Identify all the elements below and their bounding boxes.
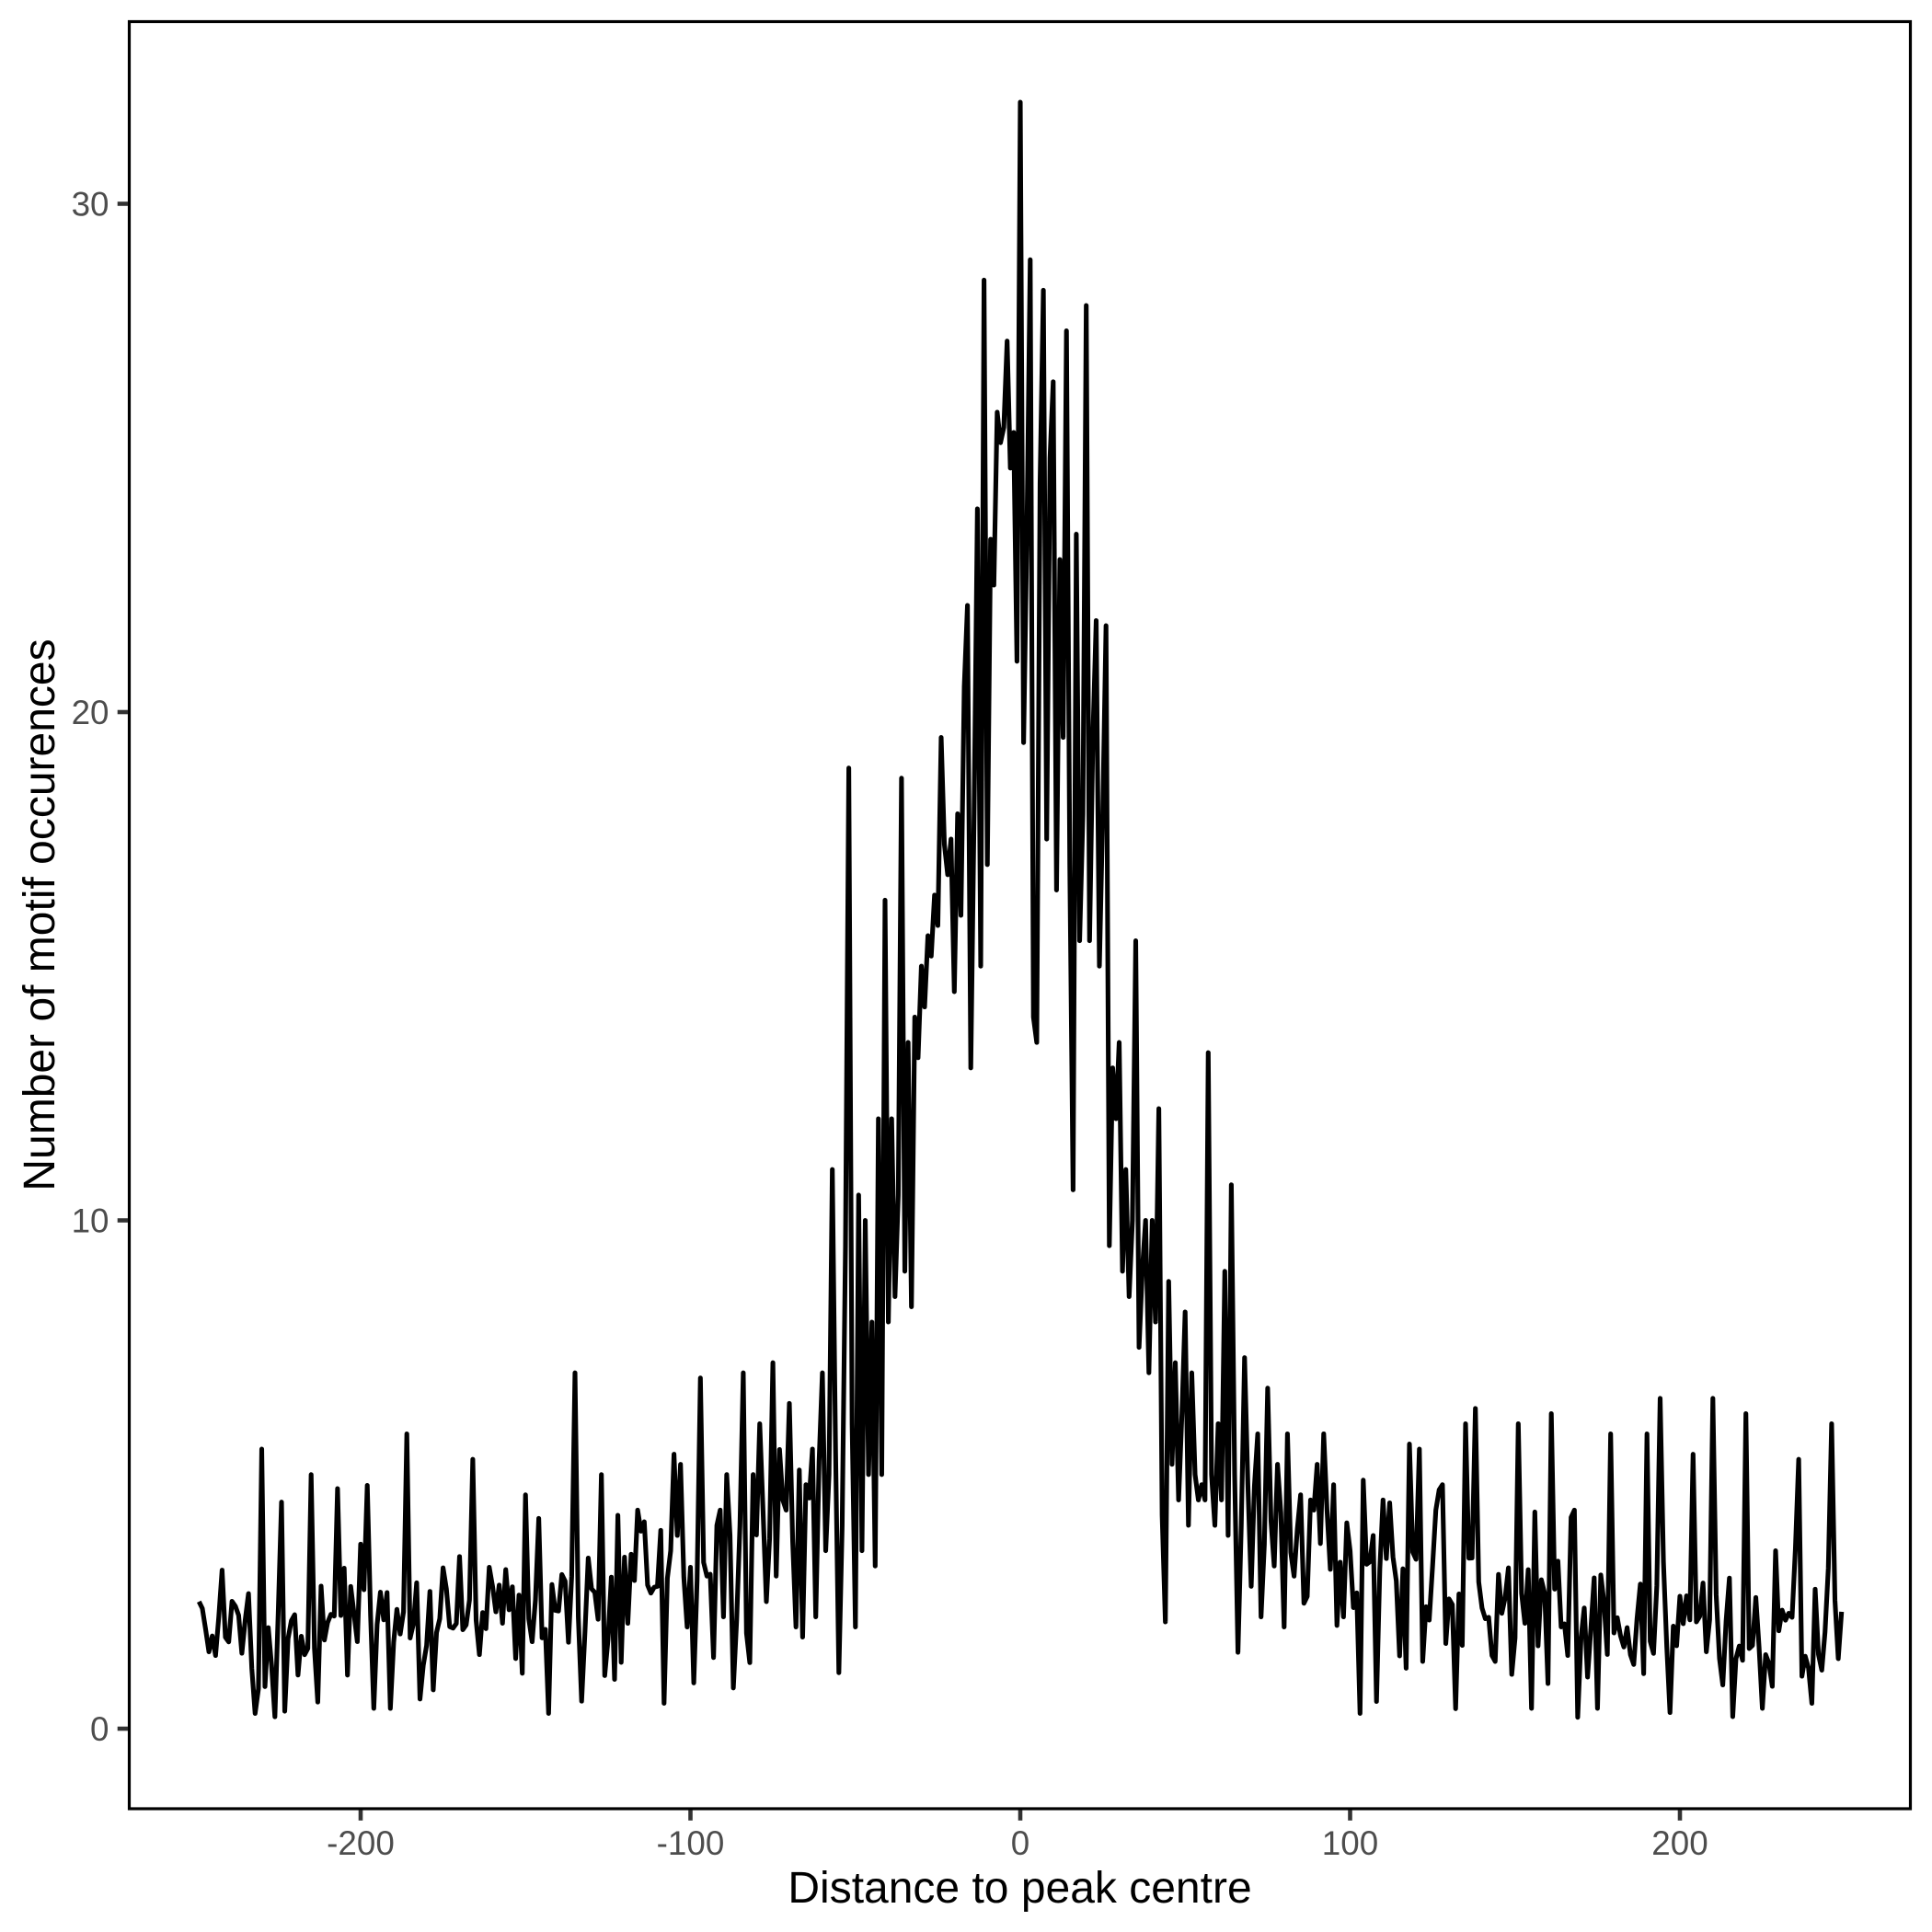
svg-text:20: 20	[72, 694, 109, 731]
svg-text:30: 30	[72, 186, 109, 224]
svg-text:0: 0	[1011, 1824, 1029, 1862]
svg-text:Distance to peak centre: Distance to peak centre	[788, 1864, 1251, 1913]
svg-text:100: 100	[1322, 1824, 1378, 1862]
svg-text:-100: -100	[657, 1824, 725, 1862]
svg-text:200: 200	[1651, 1824, 1708, 1862]
svg-text:10: 10	[72, 1202, 109, 1240]
svg-text:-200: -200	[327, 1824, 395, 1862]
svg-text:Number of motif occurences: Number of motif occurences	[16, 638, 64, 1190]
svg-text:0: 0	[90, 1710, 109, 1748]
